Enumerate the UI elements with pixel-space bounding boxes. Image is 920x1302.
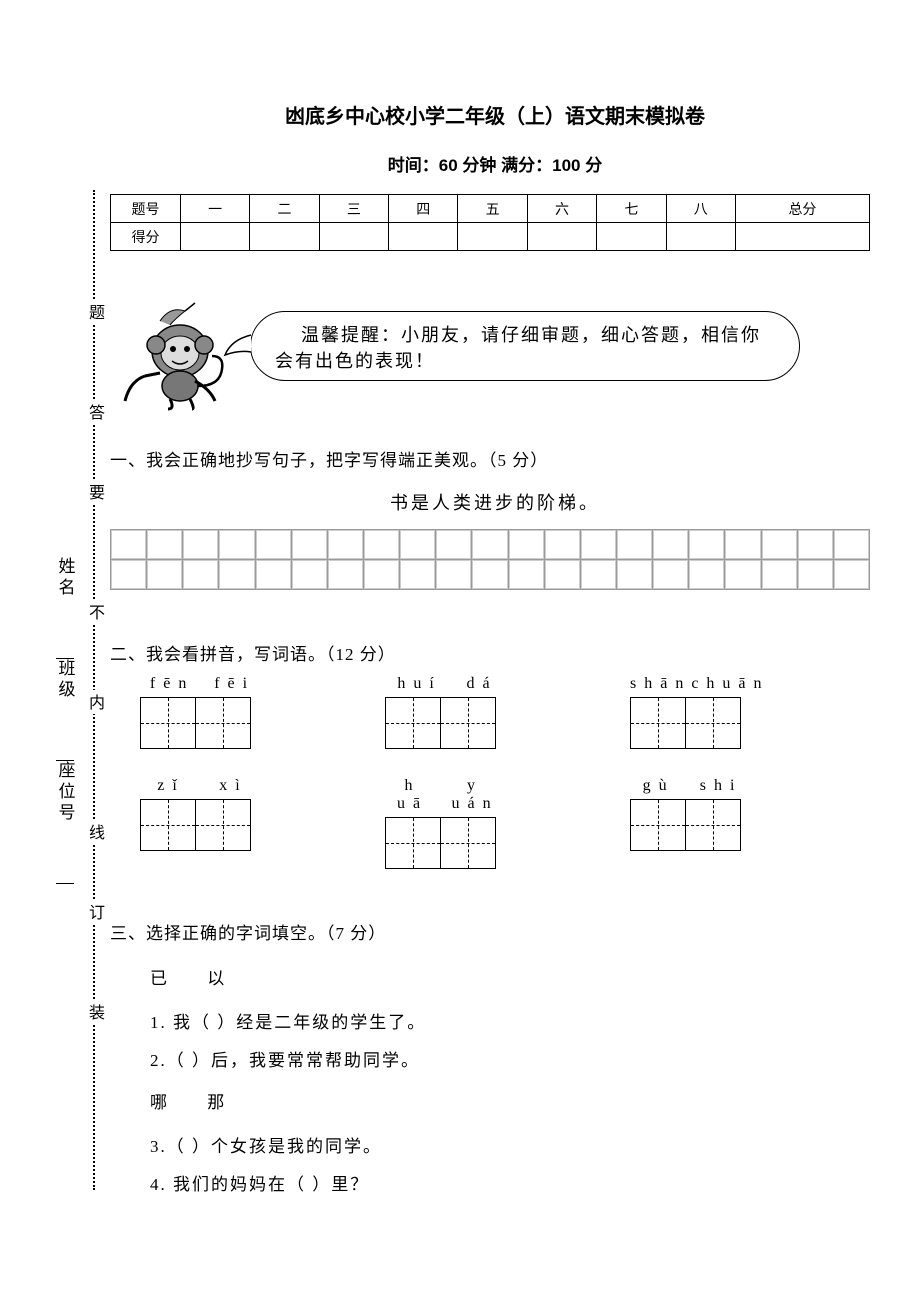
pinyin-row: zǐ xì h uāy uán gù shi xyxy=(140,777,880,869)
pinyin-item: shānchuān xyxy=(630,675,755,749)
page-subtitle: 时间：60 分钟 满分：100 分 xyxy=(110,151,880,176)
side-student-info: 姓名 班级 座位号 xyxy=(50,270,80,1170)
fold-char: 装 xyxy=(82,1000,106,1024)
q3-line: 1. 我（ ）经是二年级的学生了。 xyxy=(150,1004,880,1042)
q3-options: 哪 那 xyxy=(150,1084,880,1122)
q3-line: 3.（ ）个女孩是我的同学。 xyxy=(150,1128,880,1166)
score-cell[interactable] xyxy=(597,223,666,251)
tian-box[interactable] xyxy=(385,817,510,869)
fold-char: 要 xyxy=(82,480,106,504)
pinyin-row: fēn fēi huí dá shānchuān xyxy=(140,675,880,749)
pinyin: fēi xyxy=(214,675,255,693)
fold-char: 内 xyxy=(82,690,106,714)
pinyin-item: fēn fēi xyxy=(140,675,265,749)
side-field: 座位号 xyxy=(53,761,78,824)
pinyin-item: h uāy uán xyxy=(385,777,510,869)
score-row-label: 得分 xyxy=(111,223,181,251)
table-row: 题号 一 二 三 四 五 六 七 八 总分 xyxy=(111,195,870,223)
fold-char: 订 xyxy=(82,900,106,924)
score-cell[interactable] xyxy=(458,223,527,251)
table-row: 得分 xyxy=(111,223,870,251)
score-header: 六 xyxy=(527,195,596,223)
score-header: 总分 xyxy=(735,195,869,223)
score-cell[interactable] xyxy=(527,223,596,251)
q3-body: 已 以 1. 我（ ）经是二年级的学生了。 2.（ ）后，我要常常帮助同学。 哪… xyxy=(150,960,880,1204)
pinyin-item: zǐ xì xyxy=(140,777,265,869)
pinyin: xì xyxy=(219,777,247,795)
pinyin: zǐ xyxy=(157,777,185,795)
q3-heading: 三、选择正确的字词填空。（7 分） xyxy=(110,919,880,944)
side-field: 班级 xyxy=(53,659,78,701)
score-header: 五 xyxy=(458,195,527,223)
tian-box[interactable] xyxy=(630,799,755,851)
score-cell[interactable] xyxy=(389,223,458,251)
score-header: 八 xyxy=(666,195,735,223)
pinyin: dá xyxy=(467,675,498,693)
tian-box[interactable] xyxy=(140,697,265,749)
pinyin: gù xyxy=(643,777,675,795)
tip-bubble: 温馨提醒：小朋友，请仔细审题，细心答题，相信你会有出色的表现！ xyxy=(250,311,800,381)
score-table: 题号 一 二 三 四 五 六 七 八 总分 得分 xyxy=(110,194,870,251)
score-header: 二 xyxy=(250,195,319,223)
score-cell[interactable] xyxy=(181,223,250,251)
q1-heading: 一、我会正确地抄写句子，把字写得端正美观。（5 分） xyxy=(110,446,880,471)
tian-box[interactable] xyxy=(140,799,265,851)
q3-line: 2.（ ）后，我要常常帮助同学。 xyxy=(150,1042,880,1080)
pinyin-item: huí dá xyxy=(385,675,510,749)
tian-box[interactable] xyxy=(385,697,510,749)
fold-char: 线 xyxy=(82,820,106,844)
pinyin: huí xyxy=(397,675,441,693)
q2-heading: 二、我会看拼音，写词语。（12 分） xyxy=(110,640,880,665)
score-cell[interactable] xyxy=(250,223,319,251)
q3-options: 已 以 xyxy=(150,960,880,998)
fold-char: 答 xyxy=(82,400,106,424)
score-header: 三 xyxy=(319,195,388,223)
score-header: 题号 xyxy=(111,195,181,223)
writing-grid[interactable] xyxy=(110,529,870,590)
pinyin: h uā xyxy=(385,777,440,813)
score-header: 四 xyxy=(389,195,458,223)
tip-section: 温馨提醒：小朋友，请仔细审题，细心答题，相信你会有出色的表现！ xyxy=(110,311,880,411)
score-header: 一 xyxy=(181,195,250,223)
page-content: 凼底乡中心校小学二年级（上）语文期末模拟卷 时间：60 分钟 满分：100 分 … xyxy=(110,100,880,1204)
tip-text: 温馨提醒：小朋友，请仔细审题，细心答题，相信你会有出色的表现！ xyxy=(275,325,761,371)
q1-sentence: 书是人类进步的阶梯。 xyxy=(110,489,880,515)
fold-char: 不 xyxy=(82,600,106,624)
score-cell[interactable] xyxy=(735,223,869,251)
score-cell[interactable] xyxy=(319,223,388,251)
pinyin: fēn xyxy=(150,675,194,693)
pinyin: y uán xyxy=(440,777,510,813)
score-cell[interactable] xyxy=(666,223,735,251)
pinyin: chuān xyxy=(691,675,769,693)
bubble-tail-icon xyxy=(223,330,253,360)
fold-char: 题 xyxy=(82,300,106,324)
page-title: 凼底乡中心校小学二年级（上）语文期末模拟卷 xyxy=(110,100,880,129)
pinyin-item: gù shi xyxy=(630,777,755,869)
side-field: 姓名 xyxy=(53,557,78,599)
q3-line: 4. 我们的妈妈在（ ）里？ xyxy=(150,1166,880,1204)
pinyin: shān xyxy=(630,675,691,693)
pinyin: shi xyxy=(700,777,743,795)
tian-box[interactable] xyxy=(630,697,755,749)
score-header: 七 xyxy=(597,195,666,223)
